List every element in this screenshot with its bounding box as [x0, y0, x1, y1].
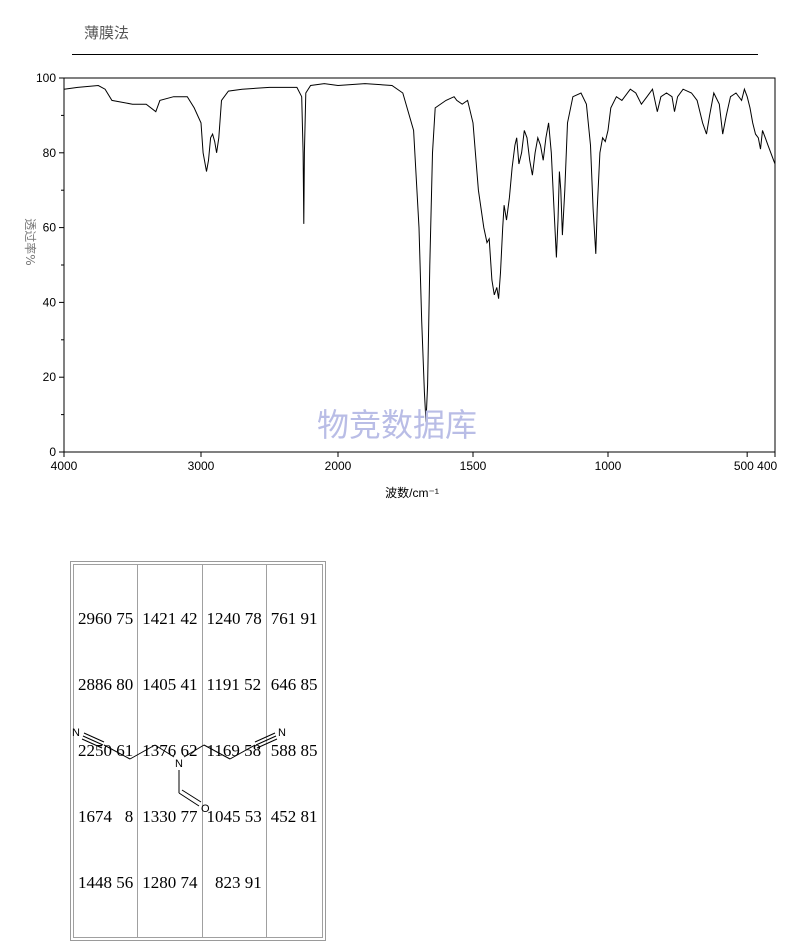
- peak-entry: 823 91: [206, 873, 262, 892]
- header-rule: [72, 54, 758, 55]
- peak-entry: 2250 61: [78, 741, 134, 760]
- bond: [203, 744, 231, 760]
- y-axis: 0 20 40 60 80 100: [36, 71, 64, 459]
- peak-entry: 1405 41: [142, 675, 198, 694]
- peak-entry: 1376 62: [142, 741, 198, 760]
- x-tick-label: 4000: [51, 459, 78, 473]
- bond: [178, 792, 200, 807]
- atom-nitrogen: N: [72, 727, 80, 739]
- bond: [181, 789, 202, 803]
- peak-entry: 1045 53: [206, 807, 262, 826]
- atom-nitrogen: N: [278, 727, 286, 739]
- bond: [154, 744, 175, 758]
- peak-entry: 1448 56: [78, 873, 134, 892]
- peak-entry: 588 85: [270, 741, 318, 760]
- x-tick-label: 1500: [460, 459, 487, 473]
- x-tick-label: 2000: [325, 459, 352, 473]
- peak-entry: 2960 75: [78, 609, 134, 628]
- peak-entry: 2886 80: [78, 675, 134, 694]
- peak-entry: 1280 74: [142, 873, 198, 892]
- ir-spectrum-chart: 0 20 40 60 80 100 4000 3000 2000 1500 1000 500 400…: [23, 71, 778, 500]
- bond: [256, 738, 278, 749]
- y-tick-label: 80: [43, 146, 57, 160]
- structure-bonds: [81, 732, 278, 807]
- x-axis-label: 波数/cm⁻¹: [385, 485, 439, 500]
- bond: [255, 735, 277, 746]
- sample-method-label: 薄膜法: [84, 24, 130, 42]
- peak-entry: 1169 58: [206, 741, 262, 760]
- spectrum-line: [63, 83, 776, 423]
- y-tick-label: 20: [43, 370, 57, 384]
- peak-entry: 1191 52: [206, 675, 262, 694]
- x-tick-label: 3000: [188, 459, 215, 473]
- bond: [81, 738, 103, 749]
- plot-frame: [63, 77, 776, 453]
- y-tick-label: 60: [43, 221, 57, 235]
- x-tick-label: 1000: [595, 459, 622, 473]
- atom-oxygen: O: [201, 803, 210, 815]
- atom-nitrogen: N: [175, 758, 183, 770]
- bond: [229, 744, 256, 760]
- bond: [103, 744, 131, 760]
- watermark: 物竞数据库: [317, 406, 477, 444]
- x-tick-label: 500 400: [734, 459, 778, 473]
- peak-entry: 452 81: [270, 807, 318, 826]
- peak-entry: 1330 77: [142, 807, 198, 826]
- y-axis-label: 透过率%: [23, 218, 38, 265]
- x-axis: 4000 3000 2000 1500 1000 500 400: [51, 452, 778, 473]
- bond: [83, 732, 105, 743]
- peak-entry: 1674 8: [78, 807, 134, 826]
- bond: [254, 732, 276, 743]
- bond: [183, 744, 205, 758]
- y-tick-label: 0: [49, 445, 56, 459]
- peak-entry: 761 91: [270, 609, 318, 628]
- y-tick-label: 40: [43, 295, 57, 309]
- peak-entry: 1240 78: [206, 609, 262, 628]
- bond: [82, 735, 104, 746]
- peak-entry: 646 85: [270, 675, 318, 694]
- y-tick-label: 100: [36, 71, 56, 85]
- bond: [129, 744, 156, 760]
- molecule-structure: N N N O: [72, 727, 286, 815]
- peak-entry: 1421 42: [142, 609, 198, 628]
